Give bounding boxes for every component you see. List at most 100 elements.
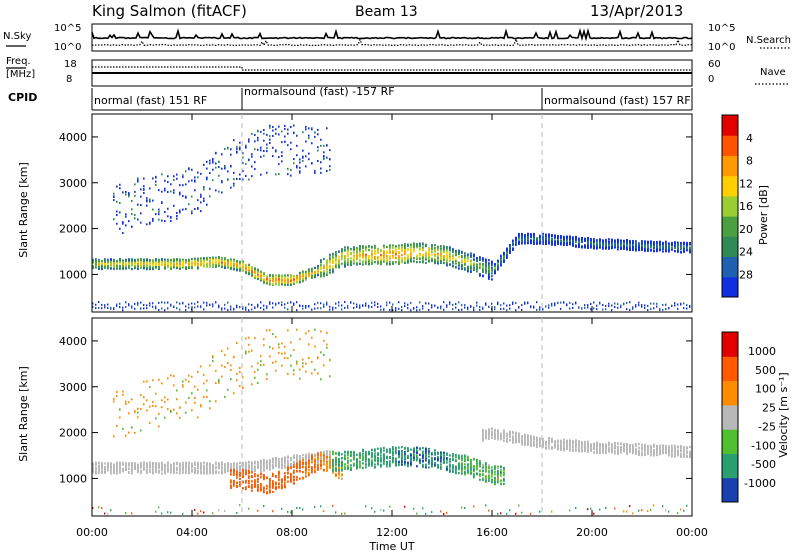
power-cell — [533, 241, 535, 244]
velocity-cell — [188, 374, 190, 377]
power-cell — [356, 252, 358, 255]
power-cell — [647, 249, 649, 252]
power-cell — [140, 195, 142, 198]
velocity-cell — [173, 467, 175, 470]
velocity-cell — [197, 463, 199, 466]
power-cell — [569, 236, 571, 239]
power-cell — [263, 149, 265, 152]
power-cell — [635, 248, 637, 251]
power-cell — [230, 261, 232, 264]
velocity-cell — [221, 375, 223, 378]
power-cell — [488, 275, 490, 278]
power-cell — [473, 258, 475, 261]
power-cell — [191, 266, 193, 269]
power-cell — [572, 240, 574, 243]
power-cell — [548, 237, 550, 240]
power-cell — [194, 262, 196, 266]
velocity-cell — [209, 467, 211, 470]
power-cell — [497, 301, 499, 304]
power-cell — [404, 247, 406, 250]
power-cell — [176, 173, 178, 176]
power-cell — [251, 274, 253, 277]
power-cell — [110, 306, 112, 309]
velocity-cell — [212, 465, 214, 468]
power-cell — [653, 245, 655, 248]
power-cell — [170, 216, 172, 219]
power-cell — [185, 305, 187, 308]
power-cell — [485, 271, 487, 274]
power-cell — [341, 252, 343, 256]
power-cell — [401, 253, 403, 257]
power-cell — [431, 306, 433, 309]
velocity-cell — [290, 459, 292, 462]
power-cell — [164, 179, 166, 182]
velocity-cell — [275, 369, 277, 372]
power-cell — [119, 187, 121, 190]
power-cell — [452, 303, 454, 306]
velocity-cell — [299, 377, 301, 380]
velocity-cell — [203, 511, 205, 514]
velocity-cell — [236, 481, 238, 484]
velocity-cell — [236, 471, 238, 474]
power-cell — [398, 261, 400, 264]
power-cell — [275, 302, 277, 305]
power-cell — [359, 255, 361, 259]
velocity-cell — [242, 471, 244, 474]
power-cell — [320, 260, 322, 263]
power-cell — [260, 130, 262, 133]
power-cell — [161, 301, 163, 304]
power-cell — [566, 239, 568, 242]
colorbar-frame — [721, 114, 739, 298]
velocity-cell — [266, 487, 268, 490]
power-cell — [200, 261, 202, 264]
velocity-cell — [191, 469, 193, 472]
power-cell — [410, 245, 412, 248]
power-cell — [248, 263, 250, 266]
velocity-cell — [224, 395, 226, 398]
velocity-cell — [110, 466, 112, 469]
power-cell — [383, 253, 385, 256]
freq-label-unit: [MHz] — [6, 69, 35, 80]
power-cell — [221, 259, 223, 262]
power-cell — [356, 254, 358, 258]
power-cell — [119, 264, 121, 267]
power-cell — [377, 261, 379, 264]
power-cell — [374, 257, 376, 261]
power-cell — [371, 301, 373, 304]
velocity-cell — [269, 468, 271, 471]
power-cell — [557, 236, 559, 239]
power-cell — [167, 265, 169, 269]
power-cell — [404, 261, 406, 265]
power-cell — [332, 256, 334, 259]
power-cell — [383, 249, 385, 252]
power-cell — [155, 184, 157, 187]
power-cell — [455, 250, 457, 253]
colorbar-tick-label: 20 — [739, 223, 753, 236]
velocity-cell — [260, 469, 262, 472]
power-cell — [389, 251, 391, 254]
power-cell — [557, 301, 559, 304]
velocity-cell — [290, 457, 292, 461]
velocity-cell — [275, 485, 277, 488]
power-cell — [311, 271, 313, 274]
velocity-cell — [143, 396, 145, 399]
velocity-cell — [98, 466, 100, 469]
power-cell — [278, 274, 280, 277]
power-cell — [554, 239, 556, 242]
power-cell — [197, 263, 199, 267]
power-cell — [203, 301, 205, 304]
power-cell — [395, 250, 397, 254]
power-cell — [176, 215, 178, 218]
power-cell — [254, 140, 256, 143]
power-cell — [125, 305, 127, 308]
velocity-cell — [161, 464, 163, 467]
power-cell — [668, 248, 670, 251]
power-cell — [185, 170, 187, 173]
power-cell — [479, 264, 481, 267]
power-cell — [233, 264, 235, 267]
power-cell — [200, 306, 202, 309]
velocity-cell — [269, 461, 271, 464]
power-cell — [143, 307, 145, 310]
power-cell — [497, 259, 499, 262]
power-cell — [413, 249, 415, 252]
